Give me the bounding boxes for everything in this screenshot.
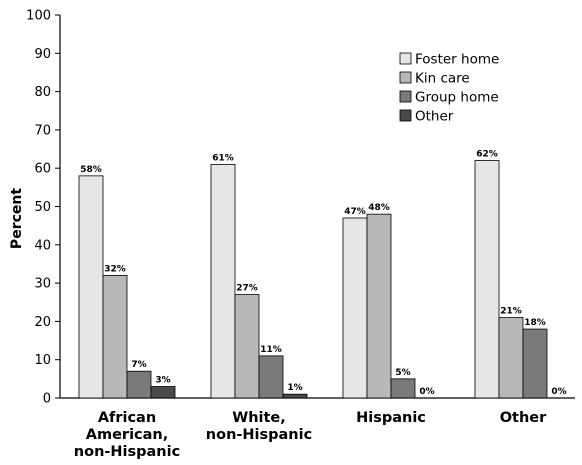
- bar: [102, 275, 128, 399]
- legend: Foster home Kin care Group home Other: [399, 52, 499, 125]
- bar: [282, 393, 308, 399]
- bar: [258, 355, 284, 399]
- x-category-label: Hispanic: [356, 410, 426, 426]
- y-tick-label: 20: [34, 315, 51, 330]
- y-tick-label: 50: [34, 200, 51, 215]
- data-label: 11%: [260, 345, 282, 355]
- data-label: 7%: [131, 360, 146, 370]
- data-label: 1%: [287, 383, 302, 393]
- y-tick-label: 10: [34, 353, 51, 368]
- data-label: 5%: [395, 368, 410, 378]
- data-label: 0%: [419, 387, 434, 397]
- legend-swatch: [399, 52, 412, 65]
- x-category-label: African American, non-Hispanic: [74, 410, 180, 460]
- data-label: 27%: [236, 284, 258, 294]
- data-label: 3%: [155, 376, 170, 386]
- legend-swatch: [399, 71, 412, 84]
- y-tick-label: 100: [26, 9, 51, 24]
- x-category-label: White, non-Hispanic: [206, 410, 312, 443]
- bars: [78, 160, 548, 399]
- bar: [234, 294, 260, 399]
- legend-label: Other: [415, 109, 454, 125]
- data-label: 18%: [524, 318, 546, 328]
- data-label: 47%: [344, 207, 366, 217]
- bar: [342, 217, 368, 399]
- data-label: 58%: [80, 165, 102, 175]
- bar: [210, 163, 236, 399]
- bar: [126, 370, 152, 399]
- y-axis-label: Percent: [9, 188, 25, 249]
- bar: [498, 317, 524, 399]
- bar: [474, 160, 500, 399]
- legend-swatch: [399, 109, 412, 122]
- data-label: 48%: [368, 203, 390, 213]
- legend-swatch: [399, 90, 412, 103]
- data-label: 32%: [104, 264, 126, 274]
- y-tick-label: 30: [34, 277, 51, 292]
- y-tick-label: 80: [34, 85, 51, 100]
- y-tick-label: 40: [34, 238, 51, 253]
- legend-label: Group home: [415, 90, 499, 106]
- y-tick-label: 60: [34, 162, 51, 177]
- y-tick-label: 70: [34, 123, 51, 138]
- y-tick-label: 90: [34, 47, 51, 62]
- data-labels: 58% 32% 7% 3% 61% 27% 11% 1% 47% 48% 5% 0% 62% 21%18%…: [80, 150, 566, 397]
- data-label: 61%: [212, 153, 234, 163]
- bar: [78, 175, 104, 399]
- bar: [150, 386, 176, 399]
- data-label: 0%: [551, 387, 566, 397]
- bar: [522, 328, 548, 399]
- x-category-label: Other: [500, 410, 547, 426]
- legend-label: Foster home: [415, 52, 499, 68]
- legend-label: Kin care: [415, 71, 470, 87]
- data-label: 62%: [476, 150, 498, 160]
- bar: [390, 378, 416, 399]
- axes: 0 10 20 30 40 50 60 70 80 90 100 African American, no…: [26, 9, 575, 460]
- data-label: 21%: [500, 307, 522, 317]
- y-tick-label: 0: [43, 392, 51, 407]
- bar: [366, 213, 392, 399]
